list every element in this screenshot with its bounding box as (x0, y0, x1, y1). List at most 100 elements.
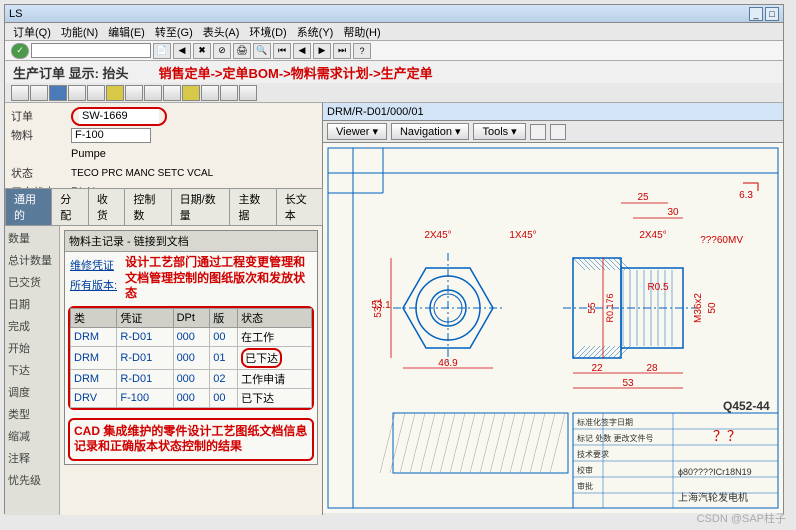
order-input[interactable] (79, 109, 159, 124)
cad-tools-button[interactable]: Tools ▾ (473, 123, 525, 140)
first-icon[interactable]: ⏮ (273, 43, 291, 59)
material-label: 物料 (11, 127, 71, 143)
table-row[interactable]: DRMR-D0100002工作申请 (71, 369, 312, 388)
doc-panel-title: 物料主记录 - 链接到文档 (65, 231, 317, 252)
save-icon[interactable]: 📄 (153, 43, 171, 59)
cad-drawing: 25306.32X45°1X45°2X45°???60MV53.153.155R… (323, 143, 783, 513)
cad-toolbar: Viewer ▾ Navigation ▾ Tools ▾ (323, 121, 783, 143)
tab-master[interactable]: 主数据 (229, 188, 276, 225)
back-icon[interactable]: ◀ (173, 43, 191, 59)
svg-text:46.9: 46.9 (438, 358, 458, 369)
app-btn-3[interactable] (49, 85, 67, 101)
link-maintain[interactable]: 维修凭证 (68, 255, 119, 275)
table-row[interactable]: DRMR-D0100000在工作 (71, 327, 312, 346)
app-btn-11[interactable] (201, 85, 219, 101)
app-btn-2[interactable] (30, 85, 48, 101)
svg-text:2X45°: 2X45° (639, 230, 666, 241)
svg-text:标记 处数 更改文件号: 标记 处数 更改文件号 (577, 433, 653, 443)
titlebar-title: LS (9, 8, 22, 20)
maximize-icon[interactable]: □ (765, 7, 779, 21)
svg-text:技术要求: 技术要求 (577, 449, 609, 459)
svg-text:50: 50 (707, 302, 718, 314)
cad-viewer-button[interactable]: Viewer ▾ (327, 123, 387, 140)
svg-text:M36x2: M36x2 (693, 293, 704, 323)
tab-longtext[interactable]: 长文本 (276, 188, 323, 225)
svg-text:2X45°: 2X45° (424, 230, 451, 241)
menu-order[interactable]: 订单(Q) (9, 24, 55, 40)
svg-text:审批: 审批 (577, 481, 593, 491)
app-btn-6[interactable] (106, 85, 124, 101)
tab-control[interactable]: 控制数 (124, 188, 171, 225)
command-field[interactable] (31, 43, 151, 58)
flow-annotation: 销售定单->定单BOM->物料需求计划->生产定单 (159, 63, 433, 82)
app-btn-9[interactable] (163, 85, 181, 101)
menu-header[interactable]: 表头(A) (199, 24, 244, 40)
app-btn-8[interactable] (144, 85, 162, 101)
left-pane: 订单 物料 Pumpe 状态 TECO PRC MANC SETC VCAL (5, 103, 323, 515)
main-window: LS _ □ 订单(Q) 功能(N) 编辑(E) 转至(G) 表头(A) 环境(… (4, 4, 784, 514)
status-value: TECO PRC MANC SETC VCAL (71, 168, 213, 179)
material-desc: Pumpe (71, 148, 106, 160)
status-label: 状态 (11, 165, 71, 181)
toolbar-app (5, 83, 783, 103)
menu-sys[interactable]: 系统(Y) (293, 24, 338, 40)
cad-doc-title: DRM/R-D01/000/01 (327, 106, 424, 118)
cad-icon-1[interactable] (530, 124, 546, 140)
svg-text:R0.176: R0.176 (605, 293, 615, 322)
cad-titlebar: DRM/R-D01/000/01 (323, 103, 783, 121)
tab-receipt[interactable]: 收货 (88, 188, 126, 225)
app-btn-1[interactable] (11, 85, 29, 101)
svg-text:R0.5: R0.5 (647, 282, 669, 293)
table-row[interactable]: DRVF-10000000已下达 (71, 388, 312, 407)
titlebar: LS _ □ (5, 5, 783, 23)
last-icon[interactable]: ⏭ (333, 43, 351, 59)
menu-edit[interactable]: 编辑(E) (104, 24, 149, 40)
menu-env[interactable]: 环境(D) (245, 24, 290, 40)
tab-dates[interactable]: 日期/数量 (171, 188, 231, 225)
svg-text:校审: 校审 (577, 465, 593, 475)
tab-assign[interactable]: 分配 (51, 188, 89, 225)
material-input[interactable] (71, 128, 151, 143)
print-icon[interactable]: 🖨 (233, 43, 251, 59)
ok-icon[interactable]: ✓ (11, 43, 29, 59)
tab-strip: 通用的 分配 收货 控制数 日期/数量 主数据 长文本 (5, 206, 322, 226)
side-content: 数量 总计数量 已交货 日期 完成 开始 下达 调度 类型 缩减 注释 忧先级 (5, 226, 322, 515)
cad-icon-2[interactable] (550, 124, 566, 140)
table-row[interactable]: DRMR-D0100001已下达 (71, 346, 312, 369)
doc-panel: 物料主记录 - 链接到文档 维修凭证 所有版本: 设计工艺部门通过工程变更管理和… (64, 230, 318, 465)
app-btn-5[interactable] (87, 85, 105, 101)
app-btn-13[interactable] (239, 85, 257, 101)
svg-text:？？: ？？ (713, 428, 741, 444)
svg-text:???60MV: ???60MV (700, 235, 743, 246)
svg-text:ϕ80????ICr18N19: ϕ80????ICr18N19 (678, 467, 752, 477)
next-icon[interactable]: ▶ (313, 43, 331, 59)
help-icon[interactable]: ? (353, 43, 371, 59)
app-btn-12[interactable] (220, 85, 238, 101)
cad-note: CAD 集成维护的零件设计工艺图纸文档信息记录和正确版本状态控制的结果 (74, 424, 308, 455)
menu-help[interactable]: 帮助(H) (339, 24, 384, 40)
side-labels: 数量 总计数量 已交货 日期 完成 开始 下达 调度 类型 缩减 注释 忧先级 (5, 226, 60, 515)
menu-goto[interactable]: 转至(G) (151, 24, 197, 40)
svg-text:标准化签字日期: 标准化签字日期 (577, 417, 633, 427)
menubar: 订单(Q) 功能(N) 编辑(E) 转至(G) 表头(A) 环境(D) 系统(Y… (5, 23, 783, 41)
table-header-row: 类 凭证 DPt 版 状态 (71, 308, 312, 327)
cad-nav-button[interactable]: Navigation ▾ (391, 123, 470, 140)
find-icon[interactable]: 🔍 (253, 43, 271, 59)
app-btn-10[interactable] (182, 85, 200, 101)
svg-text:Q452-44: Q452-44 (723, 399, 770, 413)
main-area: 订单 物料 Pumpe 状态 TECO PRC MANC SETC VCAL (5, 103, 783, 515)
svg-text:25: 25 (637, 192, 649, 203)
app-btn-4[interactable] (68, 85, 86, 101)
menu-func[interactable]: 功能(N) (57, 24, 102, 40)
cancel-icon[interactable]: ⊘ (213, 43, 231, 59)
cad-canvas[interactable]: 25306.32X45°1X45°2X45°???60MV53.153.155R… (323, 143, 783, 513)
cad-pane: DRM/R-D01/000/01 Viewer ▾ Navigation ▾ T… (323, 103, 783, 515)
link-all-versions[interactable]: 所有版本: (68, 275, 119, 295)
tab-general[interactable]: 通用的 (5, 188, 52, 225)
exit-icon[interactable]: ✖ (193, 43, 211, 59)
minimize-icon[interactable]: _ (749, 7, 763, 21)
svg-text:6.3: 6.3 (739, 190, 753, 201)
titlebar-controls: _ □ (749, 7, 779, 21)
prev-icon[interactable]: ◀ (293, 43, 311, 59)
app-btn-7[interactable] (125, 85, 143, 101)
